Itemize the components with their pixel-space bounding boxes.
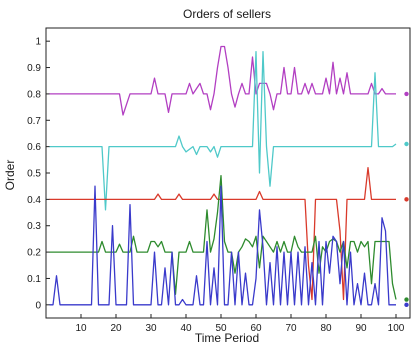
x-tick-label: 90 bbox=[355, 323, 367, 334]
series-end-marker-1 bbox=[404, 91, 409, 97]
series-end-marker-5 bbox=[404, 302, 409, 308]
y-tick-label: 1 bbox=[35, 37, 41, 48]
y-tick-label: 0.7 bbox=[27, 116, 41, 127]
series-end-marker-2 bbox=[404, 141, 409, 147]
series-end-marker-4 bbox=[404, 297, 409, 302]
series-line-5 bbox=[49, 185, 396, 306]
x-tick-label: 20 bbox=[110, 323, 122, 334]
y-tick-label: 0.3 bbox=[27, 221, 41, 232]
x-tick-label: 100 bbox=[388, 323, 405, 334]
x-tick-label: 40 bbox=[180, 323, 192, 334]
y-tick-label: 0.1 bbox=[27, 274, 41, 285]
series-end-marker-3 bbox=[404, 197, 409, 202]
x-tick-label: 50 bbox=[215, 323, 227, 334]
y-tick-label: 0.5 bbox=[27, 169, 41, 180]
x-tick-label: 70 bbox=[285, 323, 297, 334]
y-tick-label: 0.2 bbox=[27, 248, 41, 259]
y-tick-label: 0.9 bbox=[27, 63, 41, 74]
y-tick-label: 0 bbox=[35, 300, 41, 311]
y-tick-label: 0.6 bbox=[27, 142, 41, 153]
y-tick-label: 0.8 bbox=[27, 89, 41, 100]
x-tick-label: 60 bbox=[250, 323, 262, 334]
y-tick-label: 0.4 bbox=[27, 195, 41, 206]
y-axis-label: Order bbox=[3, 160, 17, 191]
series-line-2 bbox=[49, 51, 397, 211]
x-tick-label: 10 bbox=[75, 323, 87, 334]
x-axis-label: Time Period bbox=[195, 331, 259, 345]
series-line-1 bbox=[49, 45, 396, 116]
x-tick-label: 30 bbox=[145, 323, 157, 334]
series-line-4 bbox=[49, 174, 397, 300]
plot-area: 10 20 30 40 50 60 70 80 90 100 0 0.1 0.2 0.3 0.4 0.5 0.6… bbox=[27, 27, 411, 334]
chart-title: Orders of sellers bbox=[183, 7, 271, 21]
x-tick-label: 80 bbox=[320, 323, 332, 334]
